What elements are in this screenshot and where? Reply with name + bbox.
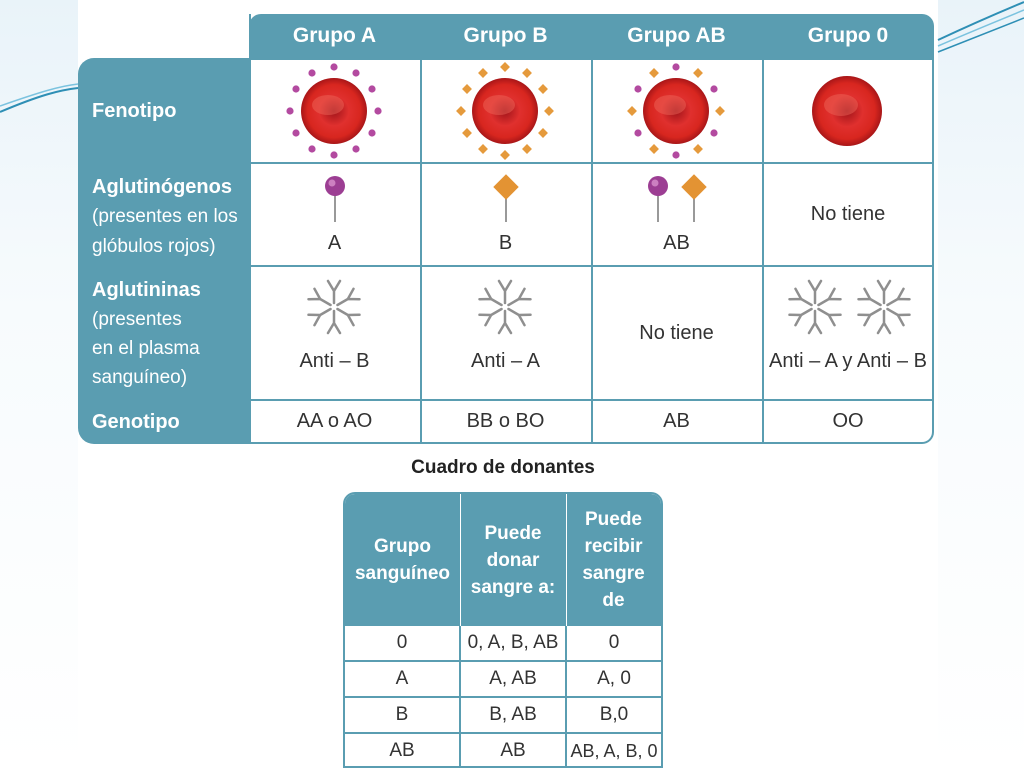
- row-sublabel-text: (presentes: [92, 309, 182, 330]
- aglutinogeno-ab-value: AB: [663, 231, 690, 254]
- grid-line: [591, 14, 593, 444]
- donor-cell-can-donate: 0, A, B, AB: [467, 632, 559, 653]
- row-label-aglutininas: Aglutininas (presentes en el plasma sang…: [92, 276, 201, 392]
- donor-cell-can-receive: 0: [608, 632, 620, 653]
- donor-cell-can-receive: AB, A, B, 0: [570, 740, 658, 761]
- header-grupo-sanguineo: Grupo sanguíneo: [345, 494, 460, 626]
- grid-line: [345, 696, 661, 698]
- genotipo-b-value: BB o BO: [466, 410, 545, 432]
- slide-background-left: [0, 0, 78, 768]
- donor-table-header: [345, 494, 661, 626]
- row-label-band: [78, 58, 249, 444]
- header-line: donar: [486, 549, 540, 571]
- donor-cell-can-donate: B, AB: [489, 704, 537, 725]
- donor-cell-can-receive: A, 0: [597, 668, 631, 689]
- red-blood-cell-with-a-antigens-icon: [286, 63, 382, 159]
- header-line: Puede: [484, 522, 542, 544]
- blood-group-table: Grupo A Grupo B Grupo AB Grupo 0 Fenotip…: [78, 14, 938, 444]
- column-header-grupo-ab: Grupo AB: [627, 24, 726, 47]
- aglutinina-ab-value: No tiene: [639, 321, 714, 344]
- grid-line: [249, 14, 251, 444]
- red-blood-cell-with-ab-antigens-icon: [627, 63, 725, 159]
- genotipo-0-value: OO: [832, 410, 864, 432]
- header-line: sanguíneo: [354, 563, 450, 584]
- decorative-swoosh-lines: [0, 1, 1024, 113]
- grid-line: [78, 162, 934, 164]
- aglutinogeno-0-value: No tiene: [810, 203, 886, 225]
- red-blood-cell-with-b-antigens-icon: [456, 62, 554, 160]
- antibody-anti-a-icon: [478, 279, 532, 335]
- header-line: de: [602, 590, 625, 611]
- genotipo-a-value: AA o AO: [296, 410, 373, 432]
- row-label-aglutinogenos: Aglutinógenos (presentes en los glóbulos…: [92, 172, 238, 262]
- grid-line: [345, 660, 661, 662]
- antibodies-anti-a-and-anti-b-icon: [788, 279, 911, 335]
- header-puede-donar: Puede donar sangre a:: [460, 494, 566, 626]
- grid-line: [78, 399, 934, 401]
- antigen-ab-icon: [648, 174, 707, 222]
- donor-cell-can-donate: A, AB: [489, 668, 537, 689]
- header-line: Grupo: [373, 536, 431, 557]
- header-line: recibir: [584, 536, 643, 557]
- antigen-a-icon: [325, 176, 345, 222]
- donor-cell-group: 0: [396, 632, 408, 653]
- aglutinina-b-value: Anti – A: [471, 349, 540, 372]
- grid-line: [345, 732, 661, 734]
- column-header-grupo-a: Grupo A: [292, 24, 377, 47]
- genotipo-ab-value: AB: [663, 410, 690, 432]
- row-label-text: Aglutinógenos: [92, 176, 232, 198]
- grid-line: [420, 14, 422, 444]
- donor-cell-can-donate: AB: [500, 740, 526, 761]
- row-sublabel-text: (presentes en los: [92, 206, 238, 227]
- row-label-genotipo: Genotipo: [92, 407, 180, 438]
- aglutinogeno-a-value: A: [327, 231, 342, 254]
- aglutinina-0-value: Anti – A y Anti – B: [769, 349, 927, 372]
- header-line: Puede: [584, 509, 643, 530]
- row-sublabel-text: glóbulos rojos): [92, 236, 216, 257]
- row-sublabel-text: en el plasma: [92, 338, 200, 359]
- column-header-grupo-b: Grupo B: [463, 24, 548, 47]
- aglutinogeno-b-value: B: [498, 231, 513, 254]
- red-blood-cell-no-antigens-icon: [812, 76, 882, 146]
- column-header-grupo-0: Grupo 0: [807, 24, 889, 47]
- slide-background-right: [938, 0, 1024, 768]
- header-divider: [460, 494, 461, 626]
- header-line: sangre: [582, 563, 645, 584]
- donor-cell-group: B: [395, 704, 409, 725]
- grid-line: [762, 14, 764, 444]
- row-label-fenotipo: Fenotipo: [92, 96, 176, 127]
- donor-cell-group: AB: [389, 740, 415, 761]
- donor-cell-group: A: [395, 668, 409, 689]
- header-puede-recibir: Puede recibir sangre de: [566, 494, 661, 626]
- antigen-b-icon: [493, 174, 519, 222]
- antibody-anti-b-icon: [307, 279, 361, 335]
- row-sublabel-text: sanguíneo): [92, 367, 188, 388]
- header-divider: [566, 494, 567, 626]
- grid-line: [78, 265, 934, 267]
- header-line: sangre a:: [470, 576, 556, 598]
- aglutinina-a-value: Anti – B: [299, 349, 370, 372]
- donor-table: Grupo sanguíneo Puede donar sangre a: Pu…: [343, 492, 663, 768]
- row-label-text: Fenotipo: [92, 100, 177, 122]
- donor-cell-can-receive: B,0: [599, 704, 629, 725]
- row-label-text: Aglutininas: [92, 279, 201, 301]
- row-label-text: Genotipo: [92, 411, 180, 433]
- donor-table-title: Cuadro de donantes: [411, 457, 595, 478]
